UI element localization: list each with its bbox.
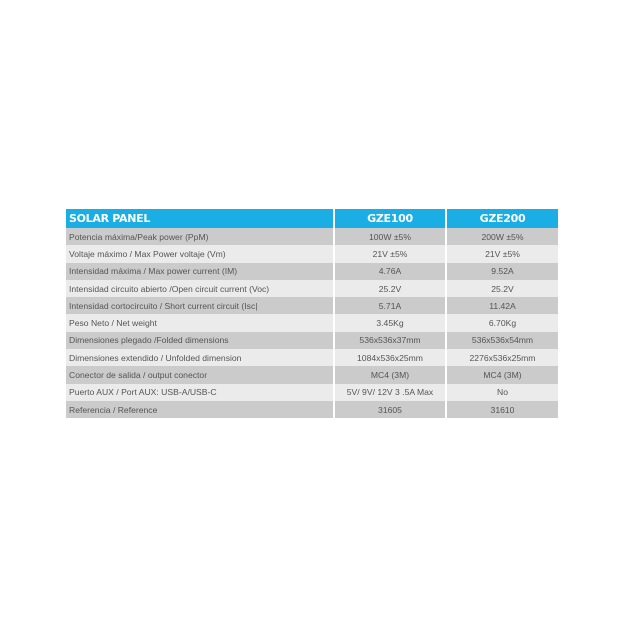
spec-value-gze200: 2276x536x25mm xyxy=(446,349,560,367)
spec-value-gze100: 1084x536x25mm xyxy=(334,349,447,367)
table-row: Intensidad máxima / Max power current (I… xyxy=(66,262,560,280)
table-row: Dimensiones plegado /Folded dimensions 53… xyxy=(66,331,560,350)
spec-value-gze100: 5V/ 9V/ 12V 3 .5A Max xyxy=(334,383,447,401)
spec-label: Dimensiones extendido / Unfolded dimensi… xyxy=(66,349,335,367)
spec-value-gze100: 536x536x37mm xyxy=(334,331,447,350)
spec-label: Conector de salida / output conector xyxy=(66,366,335,384)
spec-label: Intensidad circuito abierto /Open circui… xyxy=(66,279,335,298)
table-row: Intensidad cortocircuito / Short current… xyxy=(66,297,560,315)
spec-value-gze200: 21V ±5% xyxy=(446,245,560,263)
spec-value-gze200: 31610 xyxy=(446,400,560,419)
table-row: Peso Neto / Net weight 3.45Kg 6.70Kg xyxy=(66,314,560,332)
table-row: Conector de salida / output conector MC4 … xyxy=(66,366,560,384)
spec-value-gze200: 536x536x54mm xyxy=(446,331,560,350)
spec-label: Dimensiones plegado /Folded dimensions xyxy=(66,331,335,350)
spec-label: Peso Neto / Net weight xyxy=(66,314,335,332)
spec-label: Intensidad máxima / Max power current (I… xyxy=(66,262,335,280)
table-row: Voltaje máximo / Max Power voltaje (Vm) 2… xyxy=(66,245,560,263)
spec-value-gze100: MC4 (3M) xyxy=(334,366,447,384)
spec-value-gze200: 25.2V xyxy=(446,279,560,298)
spec-value-gze100: 21V ±5% xyxy=(334,245,447,263)
spec-value-gze200: 6.70Kg xyxy=(446,314,560,332)
spec-label: Puerto AUX / Port AUX: USB-A/USB-C xyxy=(66,383,335,401)
spec-label: Potencia máxima/Peak power (PpM) xyxy=(66,228,335,246)
header-model-gze100: GZE100 xyxy=(334,209,447,228)
spec-value-gze100: 4.76A xyxy=(334,262,447,280)
spec-label: Referencia / Reference xyxy=(66,400,335,419)
table-row: Potencia máxima/Peak power (PpM) 100W ±5%… xyxy=(66,228,560,246)
table-header-row: SOLAR PANEL GZE100 GZE200 xyxy=(66,209,560,228)
solar-panel-spec-table: SOLAR PANEL GZE100 GZE200 Potencia máxim… xyxy=(66,209,560,419)
spec-value-gze100: 31605 xyxy=(334,400,447,419)
table-row: Puerto AUX / Port AUX: USB-A/USB-C 5V/ 9V… xyxy=(66,383,560,401)
header-title: SOLAR PANEL xyxy=(66,209,335,228)
spec-label: Intensidad cortocircuito / Short current… xyxy=(66,297,335,315)
spec-value-gze100: 5.71A xyxy=(334,297,447,315)
spec-label: Voltaje máximo / Max Power voltaje (Vm) xyxy=(66,245,335,263)
spec-value-gze200: MC4 (3M) xyxy=(446,366,560,384)
header-model-gze200: GZE200 xyxy=(446,209,560,228)
spec-value-gze200: 11.42A xyxy=(446,297,560,315)
spec-value-gze100: 25.2V xyxy=(334,279,447,298)
spec-value-gze200: 200W ±5% xyxy=(446,228,560,246)
table-row: Referencia / Reference 31605 31610 xyxy=(66,400,560,419)
spec-value-gze200: 9.52A xyxy=(446,262,560,280)
table-row: Intensidad circuito abierto /Open circui… xyxy=(66,279,560,298)
spec-value-gze200: No xyxy=(446,383,560,401)
table-row: Dimensiones extendido / Unfolded dimensi… xyxy=(66,349,560,367)
spec-value-gze100: 3.45Kg xyxy=(334,314,447,332)
spec-value-gze100: 100W ±5% xyxy=(334,228,447,246)
